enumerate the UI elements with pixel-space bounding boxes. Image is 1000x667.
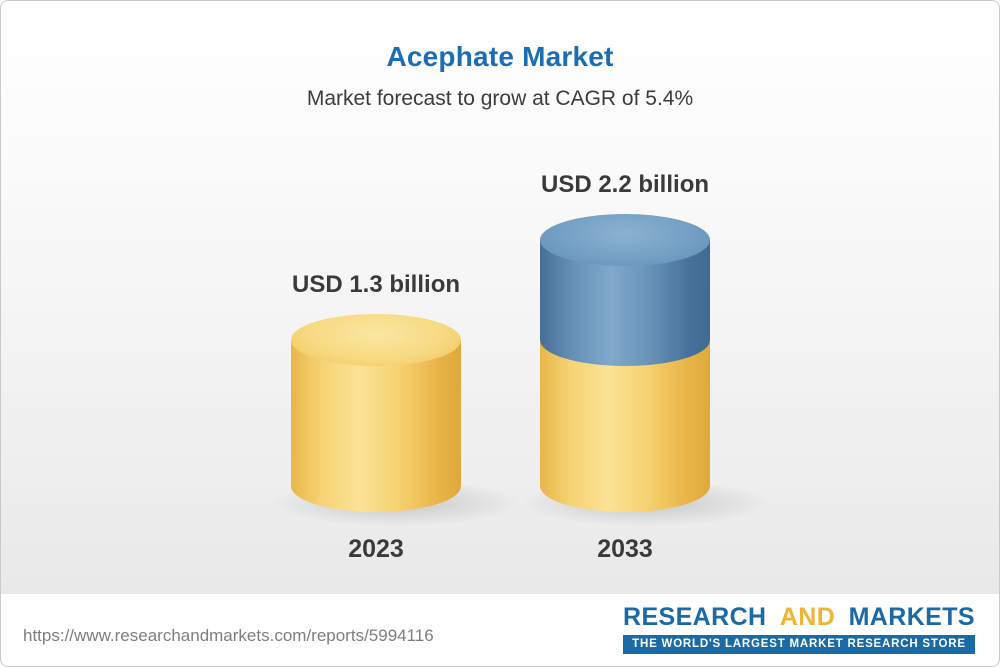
chart-subtitle: Market forecast to grow at CAGR of 5.4% xyxy=(306,87,694,110)
bar-2033-value-label: USD 2.2 billion xyxy=(540,170,710,198)
logo-word-markets: MARKETS xyxy=(848,603,975,631)
bar-2033-category-label: 2033 xyxy=(597,535,653,563)
bar-2023-category-label: 2023 xyxy=(348,535,404,563)
bar-2023-cylinder xyxy=(291,340,461,512)
chart-title: Acephate Market xyxy=(386,41,614,72)
logo-word-and: AND xyxy=(779,603,836,631)
logo-tagline: THE WORLD'S LARGEST MARKET RESEARCH STOR… xyxy=(622,635,975,654)
bar-2023-cylinder-top xyxy=(291,314,461,367)
logo-word-research: RESEARCH xyxy=(622,603,767,631)
bar-2033-cylinder-top xyxy=(540,213,710,266)
report-url: https://www.researchandmarkets.com/repor… xyxy=(23,626,434,645)
bar-2033-base-segment xyxy=(540,340,710,512)
logo-wordmark: RESEARCH AND MARKETS xyxy=(623,603,975,632)
footer: https://www.researchandmarkets.com/repor… xyxy=(1,594,999,666)
research-and-markets-logo: RESEARCH AND MARKETS THE WORLD'S LARGEST… xyxy=(622,603,975,654)
bar-2023-value-label: USD 1.3 billion xyxy=(291,271,461,299)
